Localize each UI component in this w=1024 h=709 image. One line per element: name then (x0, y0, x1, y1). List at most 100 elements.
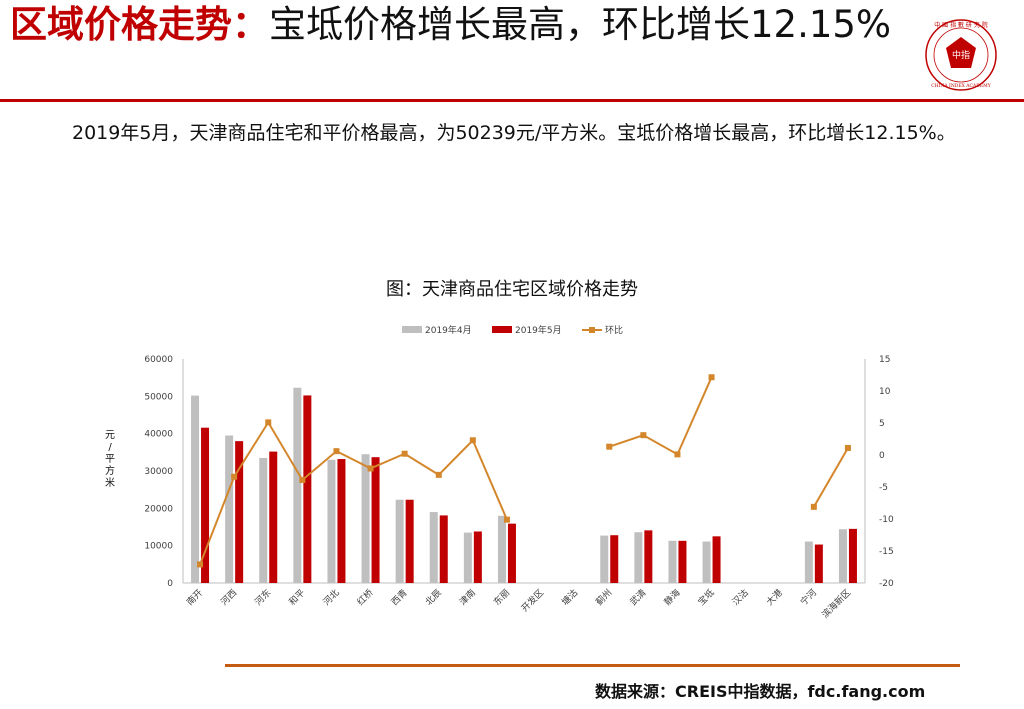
left-tick-label: 20000 (144, 504, 173, 514)
mom-point (231, 473, 238, 480)
left-tick-label: 10000 (144, 542, 173, 552)
left-tick-label: 40000 (144, 430, 173, 440)
mom-point (333, 448, 340, 455)
legend-label: 2019年5月 (515, 324, 562, 336)
right-tick-label: 15 (879, 355, 890, 365)
bar-apr (668, 540, 677, 583)
mom-line (608, 376, 713, 456)
category-label: 红桥 (354, 587, 375, 608)
mom-point (401, 450, 408, 457)
mom-point (606, 443, 613, 450)
chart-title: 图：天津商品住宅区域价格走势 (386, 279, 638, 300)
bar-apr (497, 515, 506, 583)
mom-point (367, 465, 374, 472)
left-tick-label: 0 (167, 579, 173, 589)
mom-point (503, 516, 510, 523)
right-tick-label: 0 (879, 451, 885, 461)
bar-apr (600, 535, 609, 583)
legend-swatch (402, 326, 422, 333)
category-label: 北辰 (423, 587, 444, 608)
china-index-academy-logo: 中指 中 國 指 數 研 究 院 CHINA INDEX ACADEMY (925, 19, 997, 91)
bar-apr (191, 395, 200, 583)
bar-apr (429, 512, 438, 583)
bar-apr (293, 387, 302, 583)
page-title: 区域价格走势：宝坻价格增长最高，环比增长12.15% (10, 2, 910, 48)
title-divider (0, 99, 1024, 102)
title-highlight: 区域价格走势： (10, 3, 269, 46)
mom-line (199, 420, 508, 565)
legend-marker (589, 327, 595, 333)
bar-may (644, 530, 653, 583)
bar-may (507, 523, 516, 583)
bar-apr (327, 459, 336, 583)
bar-may (269, 451, 278, 583)
category-label: 汉沽 (730, 587, 751, 608)
bar-may (337, 459, 346, 583)
bar-may (303, 395, 312, 583)
mom-point (265, 419, 272, 426)
category-label: 滨海新区 (819, 587, 853, 621)
bar-apr (804, 541, 813, 583)
mom-point (640, 432, 647, 439)
right-tick-label: -15 (879, 547, 894, 557)
category-label: 河北 (320, 587, 341, 608)
category-label: 武清 (627, 587, 648, 608)
svg-text:CHINA INDEX ACADEMY: CHINA INDEX ACADEMY (931, 83, 991, 89)
mom-point (844, 444, 851, 451)
bar-may (235, 441, 244, 583)
mom-point (469, 437, 476, 444)
bar-apr (259, 457, 268, 583)
bar-may (848, 528, 857, 583)
right-tick-label: 5 (879, 419, 885, 429)
bar-may (610, 535, 619, 583)
mom-point (197, 561, 204, 568)
right-tick-label: -5 (879, 483, 888, 493)
bar-apr (634, 532, 643, 583)
category-label: 蓟州 (593, 587, 614, 608)
category-label: 津南 (457, 587, 478, 608)
bar-may (473, 531, 482, 583)
legend-label: 环比 (605, 324, 623, 336)
category-label: 塘沽 (559, 587, 580, 608)
left-axis-label: 元 / 平方米 (105, 430, 115, 489)
footer-divider (225, 664, 960, 667)
price-trend-chart: 0 10000 20000 30000 40000 50000 60000 -20 -15 -10… (144, 324, 894, 621)
bar-may (712, 536, 721, 583)
bar-may (678, 540, 687, 583)
bar-may (371, 457, 380, 583)
mom-line (812, 447, 849, 508)
left-tick-label: 60000 (144, 355, 173, 365)
bar-apr (702, 541, 711, 583)
mom-point (674, 451, 681, 458)
mom-point (810, 503, 817, 510)
mom-point (435, 471, 442, 478)
bar-apr (361, 454, 370, 583)
right-tick-label: -10 (879, 515, 894, 525)
bar-may (201, 427, 210, 583)
right-tick-label: -20 (879, 579, 894, 589)
bar-may (814, 544, 823, 583)
data-source: 数据来源：CREIS中指数据，fdc.fang.com (595, 682, 926, 701)
category-label: 西青 (389, 587, 410, 608)
legend-label: 2019年4月 (425, 324, 472, 336)
bar-apr (463, 532, 472, 583)
left-tick-label: 30000 (144, 467, 173, 477)
summary-paragraph: 2019年5月，天津商品住宅和平价格最高，为50239元/平方米。宝坻价格增长最… (72, 122, 956, 144)
category-label: 开发区 (519, 587, 547, 615)
mom-point (299, 476, 306, 483)
category-label: 大港 (764, 587, 785, 608)
category-label: 河西 (218, 587, 239, 608)
category-label: 宁河 (798, 587, 819, 608)
bar-may (439, 515, 448, 583)
legend-swatch (492, 326, 512, 333)
bar-apr (225, 435, 234, 583)
left-tick-label: 50000 (144, 392, 173, 402)
bar-may (405, 499, 414, 583)
category-label: 南开 (184, 587, 205, 608)
category-label: 河东 (252, 587, 273, 608)
mom-point (708, 374, 715, 381)
category-label: 和平 (287, 587, 308, 608)
svg-text:中指: 中指 (952, 49, 970, 61)
bar-apr (838, 529, 847, 583)
category-label: 静海 (661, 587, 682, 608)
